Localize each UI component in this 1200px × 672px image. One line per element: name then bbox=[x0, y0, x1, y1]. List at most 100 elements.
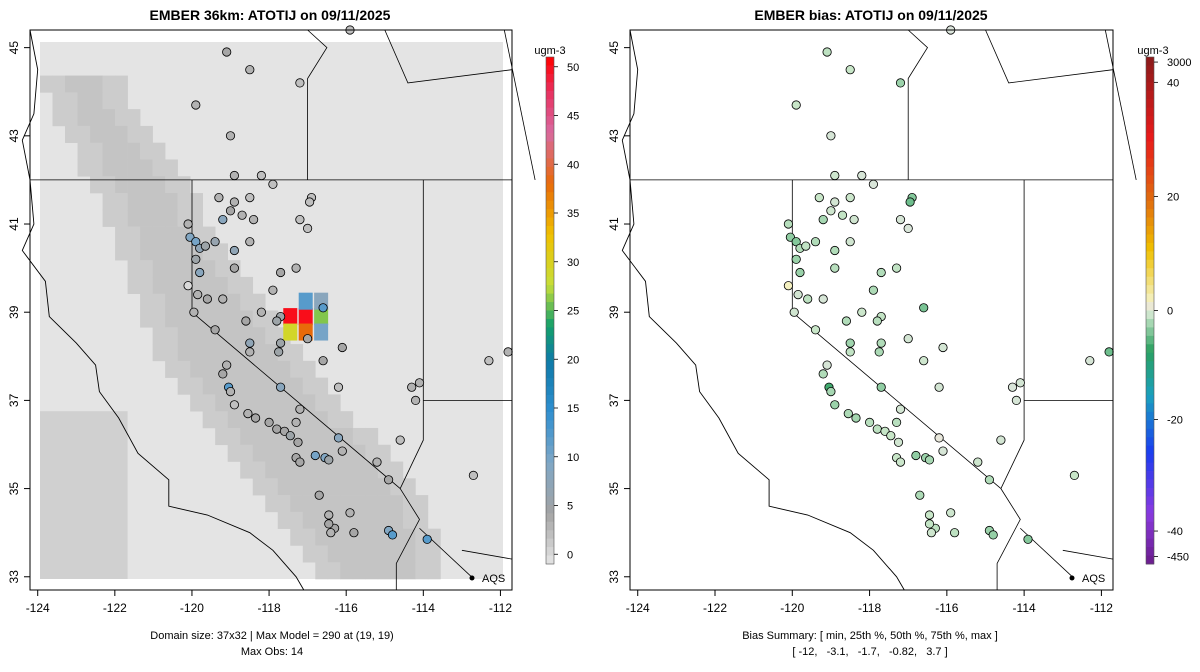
colorbar-segment bbox=[1146, 555, 1154, 565]
model-grid-cell bbox=[227, 327, 241, 345]
model-grid-cell bbox=[377, 461, 391, 479]
station-obs-marker bbox=[468, 470, 478, 480]
station-bias-marker bbox=[903, 223, 913, 233]
left-y-axis: 33 35 37 39 41 43 45 bbox=[7, 41, 30, 584]
station-bias-marker bbox=[895, 78, 906, 88]
model-grid-cell bbox=[152, 276, 166, 295]
colorbar-segment bbox=[1146, 285, 1154, 294]
model-grid-cell bbox=[127, 176, 141, 194]
station-bias-marker bbox=[868, 179, 879, 189]
station-obs-marker bbox=[241, 316, 251, 326]
model-grid-cell bbox=[277, 495, 291, 513]
model-grid-cell bbox=[152, 260, 166, 278]
left-aqs-legend: AQS bbox=[469, 573, 505, 585]
model-grid-cell bbox=[190, 193, 203, 211]
hotspot-cell bbox=[283, 323, 298, 341]
colorbar-segment bbox=[1146, 547, 1154, 556]
colorbar-segment bbox=[1146, 361, 1154, 371]
model-grid-cell bbox=[327, 461, 341, 479]
station-obs-marker bbox=[293, 437, 303, 447]
left-map-area: AQS bbox=[21, 25, 536, 591]
colorbar-segment bbox=[546, 226, 554, 235]
y-tick-label: 33 bbox=[7, 570, 21, 584]
model-grid-cell bbox=[165, 159, 178, 177]
colorbar-segment bbox=[1146, 242, 1154, 252]
hotspot-cell bbox=[314, 308, 329, 326]
station-obs-marker bbox=[256, 170, 266, 181]
colorbar-segment bbox=[1146, 268, 1154, 278]
model-grid-cell bbox=[302, 461, 316, 479]
aqs-legend-marker bbox=[1069, 575, 1075, 581]
colorbar-segment bbox=[1146, 538, 1154, 548]
model-grid-cell bbox=[115, 109, 128, 127]
colorbar-segment bbox=[546, 335, 554, 345]
model-grid-cell bbox=[90, 92, 103, 110]
station-bias-marker bbox=[818, 369, 828, 379]
model-grid-cell bbox=[152, 159, 166, 177]
colorbar-segment bbox=[1146, 259, 1154, 269]
model-grid-cell bbox=[265, 327, 279, 345]
colorbar-segment bbox=[1146, 116, 1154, 125]
station-obs-marker bbox=[251, 413, 261, 423]
model-grid-cell bbox=[290, 344, 304, 362]
model-grid-cell bbox=[240, 427, 254, 446]
colorbar-segment bbox=[546, 530, 554, 540]
colorbar-segment bbox=[546, 352, 554, 362]
colorbar-segment bbox=[1146, 496, 1154, 506]
model-grid-cell bbox=[302, 511, 316, 529]
model-grid-cell bbox=[315, 377, 329, 395]
model-grid-cells bbox=[40, 42, 503, 580]
station-obs-marker bbox=[200, 241, 210, 251]
model-grid-cell bbox=[90, 176, 103, 194]
model-grid-cell bbox=[115, 243, 128, 261]
model-grid-cell bbox=[215, 260, 229, 278]
station-bias-marker bbox=[826, 131, 836, 141]
colorbar-segment bbox=[1146, 386, 1154, 396]
model-grid-cell bbox=[102, 109, 116, 127]
colorbar-segment bbox=[1146, 209, 1154, 218]
x-tick-label: -114 bbox=[412, 601, 435, 615]
model-grid-cell bbox=[265, 495, 279, 513]
colorbar-segment bbox=[1146, 141, 1154, 151]
station-obs-marker bbox=[275, 338, 286, 348]
state-border bbox=[996, 488, 1021, 590]
colorbar-segment bbox=[1146, 82, 1154, 92]
colorbar-segment bbox=[1146, 352, 1154, 362]
model-grid-cell bbox=[240, 444, 254, 462]
y-tick-label: 41 bbox=[607, 217, 621, 231]
station-bias-marker bbox=[810, 325, 821, 335]
station-obs-marker bbox=[256, 307, 266, 317]
model-grid-cell bbox=[327, 394, 341, 412]
model-grid-cell bbox=[390, 495, 404, 513]
colorbar-segment bbox=[546, 268, 554, 278]
aqs-legend-label: AQS bbox=[1082, 573, 1105, 585]
station-bias-marker bbox=[830, 170, 840, 181]
model-grid-cell bbox=[290, 528, 304, 546]
station-obs-marker bbox=[295, 215, 305, 225]
station-obs-marker bbox=[302, 334, 313, 344]
station-bias-marker bbox=[795, 267, 805, 278]
colorbar-segment bbox=[1146, 327, 1154, 337]
model-grid-cell bbox=[327, 478, 341, 496]
hotspot-cell bbox=[314, 323, 329, 341]
station-obs-marker bbox=[272, 316, 282, 326]
model-grid-cell bbox=[415, 511, 429, 529]
colorbar-segment bbox=[546, 487, 554, 497]
x-tick-label: -116 bbox=[335, 601, 358, 615]
model-grid-cell bbox=[377, 545, 391, 563]
station-bias-marker bbox=[911, 450, 921, 461]
station-bias-marker bbox=[830, 263, 840, 273]
station-bias-marker bbox=[783, 281, 794, 291]
station-bias-marker bbox=[791, 100, 801, 110]
left-panel: EMBER 36km: ATOTIJ on 09/11/2025 AQS -12… bbox=[7, 7, 579, 658]
model-grid-cell bbox=[140, 176, 153, 194]
model-grid-cell bbox=[290, 360, 304, 378]
model-grid-cell bbox=[302, 495, 316, 513]
colorbar-segment bbox=[1146, 149, 1154, 159]
hotspot-cell bbox=[298, 308, 313, 326]
colorbar-segment bbox=[546, 175, 554, 185]
colorbar-segment bbox=[1146, 192, 1154, 202]
model-grid-cell bbox=[177, 310, 191, 328]
station-obs-marker bbox=[218, 294, 228, 304]
colorbar-segment bbox=[1146, 90, 1154, 100]
